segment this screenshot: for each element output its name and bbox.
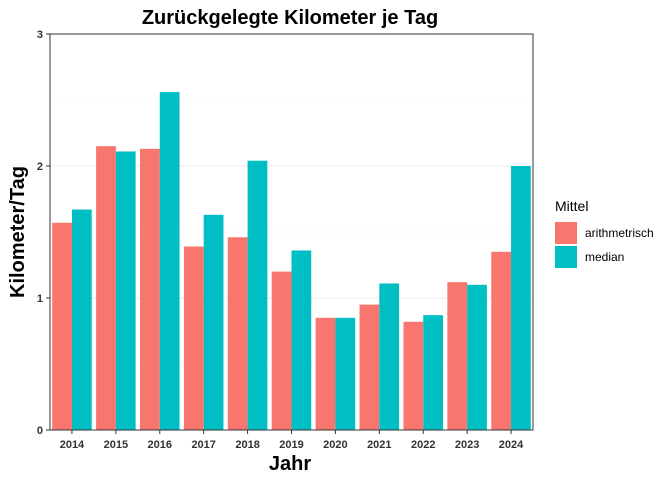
bars [52,92,531,431]
x-tick-label-2021: 2021 [367,439,391,451]
legend-items: arithmetrisch median [555,222,654,268]
x-tick-label-2020: 2020 [323,439,347,451]
x-tick-label-2024: 2024 [499,439,524,451]
x-tick-label-2019: 2019 [279,439,303,451]
x-tick-label-2014: 2014 [60,439,85,451]
bar-arithmetrisch-2017 [183,246,204,430]
y-tick-label: 3 [37,29,43,41]
bar-arithmetrisch-2024 [491,251,512,430]
x-tick-label-2018: 2018 [235,439,259,451]
bar-median-2024 [511,166,531,430]
x-tick-label-2015: 2015 [104,439,128,451]
y-tick-label: 1 [37,293,43,305]
legend: Mittel arithmetrisch median [555,198,654,268]
legend-key-median [555,246,577,268]
bar-median-2022 [423,315,443,430]
bar-arithmetrisch-2019 [271,271,292,430]
x-tick-label-2023: 2023 [455,439,479,451]
x-axis: 2014 2015 2016 2017 2018 2019 2020 2021 2022 2023… [60,430,524,451]
bar-median-2023 [467,284,487,430]
bar-median-2014 [71,209,92,430]
bar-median-2016 [159,92,180,430]
y-tick-label: 2 [37,161,43,173]
y-tick-label: 0 [37,425,43,437]
y-axis: 0 1 2 3 [37,29,50,437]
y-axis-title: Kilometer/Tag [7,166,29,298]
legend-key-arithmetrisch [555,222,577,244]
bar-arithmetrisch-2014 [52,222,72,430]
bar-median-2021 [379,283,400,430]
bar-arithmetrisch-2015 [96,146,116,430]
x-tick-label-2016: 2016 [148,439,172,451]
bar-arithmetrisch-2023 [447,282,468,430]
x-tick-label-2017: 2017 [191,439,215,451]
bar-median-2019 [291,250,312,430]
bar-arithmetrisch-2021 [359,304,380,430]
x-axis-title: Jahr [269,453,311,475]
bar-arithmetrisch-2016 [140,148,160,430]
bar-median-2018 [247,160,268,430]
bar-median-2020 [335,317,356,430]
legend-label-arithmetrisch: arithmetrisch [585,226,654,240]
legend-title: Mittel [555,198,588,214]
legend-label-median: median [585,250,624,264]
bar-arithmetrisch-2018 [227,237,248,430]
chart-title: Zurückgelegte Kilometer je Tag [142,7,438,29]
bar-arithmetrisch-2020 [315,317,336,430]
bar-arithmetrisch-2022 [403,321,424,430]
x-tick-label-2022: 2022 [411,439,435,451]
bar-median-2017 [203,214,224,430]
bar-median-2015 [115,151,136,431]
